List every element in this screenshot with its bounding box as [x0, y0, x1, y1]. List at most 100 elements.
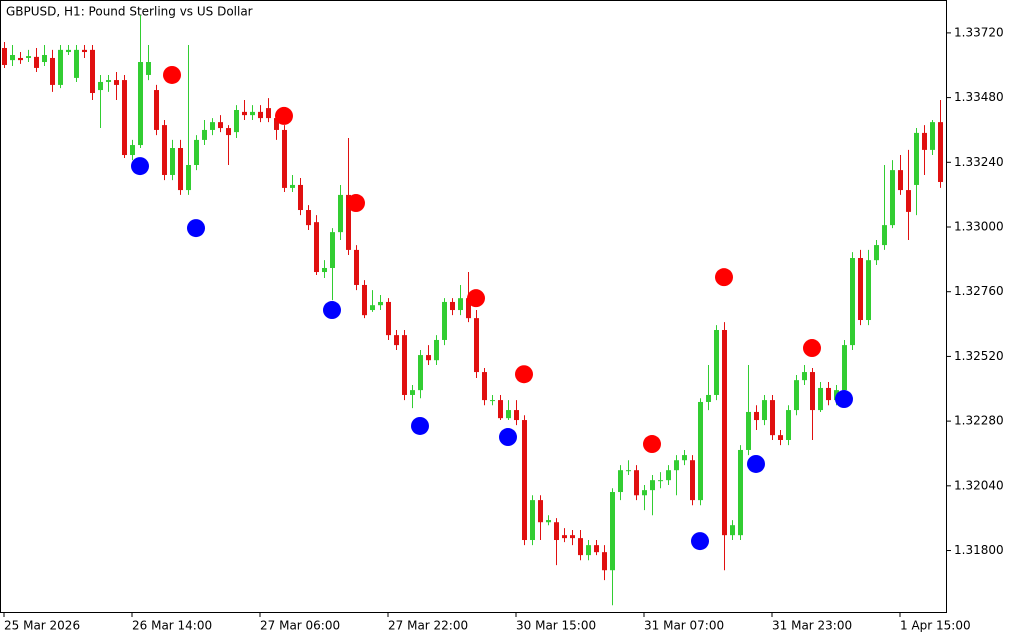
candle-body — [850, 258, 855, 346]
candle-body — [874, 245, 879, 261]
candle-body — [642, 490, 647, 496]
x-tick-label: 25 Mar 2026 — [4, 619, 80, 633]
candle-body — [906, 190, 911, 212]
candle-body — [826, 387, 831, 401]
candle-body — [898, 170, 903, 191]
candle-body — [34, 56, 39, 68]
x-tick-label: 30 Mar 15:00 — [516, 619, 596, 633]
candle-body — [74, 49, 79, 78]
y-tick-label: 1.32520 — [954, 349, 1004, 363]
candle-body — [258, 111, 263, 119]
y-tick-label: 1.33720 — [954, 25, 1004, 39]
candle-body — [10, 54, 15, 61]
signal-dot — [691, 532, 709, 551]
candle-body — [522, 420, 527, 541]
candle-body — [842, 345, 847, 391]
x-tick-label: 1 Apr 15:00 — [900, 619, 971, 633]
signal-dot — [835, 390, 853, 409]
candle-body — [170, 148, 175, 175]
candle-body — [882, 225, 887, 246]
candle-body — [674, 460, 679, 471]
candle-body — [226, 128, 231, 136]
candle-body — [202, 129, 207, 140]
candle-body — [498, 400, 503, 419]
signal-dot — [347, 194, 365, 213]
candle-body — [338, 194, 343, 233]
candle-body — [378, 301, 383, 306]
candle-body — [130, 145, 135, 156]
candle-body — [770, 400, 775, 436]
candle-body — [290, 184, 295, 188]
candle-body — [506, 410, 511, 419]
signal-dot — [323, 301, 341, 320]
signal-dot — [131, 157, 149, 176]
candle-body — [554, 522, 559, 541]
signal-dot — [515, 365, 533, 384]
candle-body — [298, 184, 303, 211]
candle-body — [594, 545, 599, 553]
candle-body — [914, 132, 919, 185]
signal-dot — [803, 339, 821, 358]
candle-body — [106, 80, 111, 82]
candle-body — [858, 258, 863, 321]
candle-body — [322, 267, 327, 273]
signal-dot — [411, 416, 429, 435]
candle-body — [706, 394, 711, 402]
candle-body — [114, 80, 119, 85]
candle-body — [602, 552, 607, 571]
signal-dot — [499, 428, 517, 447]
candle-body — [530, 500, 535, 541]
candle-body — [186, 164, 191, 191]
signal-dot — [643, 435, 661, 454]
candle-body — [426, 355, 431, 361]
candle-body — [714, 329, 719, 395]
candle-body — [690, 460, 695, 501]
y-tick-label: 1.33240 — [954, 155, 1004, 169]
candle-body — [18, 57, 23, 61]
candle-body — [682, 455, 687, 461]
candle-body — [354, 249, 359, 285]
candle-body — [658, 480, 663, 482]
candle-body — [218, 122, 223, 129]
candle-body — [330, 232, 335, 268]
y-tick-label: 1.32040 — [954, 478, 1004, 492]
candle-body — [282, 129, 287, 188]
candle-body — [418, 355, 423, 391]
signal-dot — [747, 454, 765, 473]
candle-body — [50, 57, 55, 85]
signal-dot — [467, 289, 485, 308]
x-tick-label: 26 Mar 14:00 — [132, 619, 212, 633]
candle-body — [890, 170, 895, 226]
candle-body — [634, 470, 639, 496]
candle-body — [434, 339, 439, 361]
signal-dot — [275, 106, 293, 125]
candle-body — [242, 111, 247, 116]
y-tick-label: 1.33000 — [954, 220, 1004, 234]
candle-body — [754, 411, 759, 421]
candle-body — [138, 62, 143, 146]
candle-body — [666, 470, 671, 481]
candle-body — [394, 335, 399, 346]
candle-body — [362, 284, 367, 316]
candle-body — [778, 435, 783, 440]
candle-body — [570, 535, 575, 539]
y-tick-label: 1.32760 — [954, 284, 1004, 298]
candle-body — [730, 525, 735, 536]
chart-title: GBPUSD, H1: Pound Sterling vs US Dollar — [6, 5, 253, 19]
candle-body — [514, 410, 519, 421]
x-tick-label: 31 Mar 23:00 — [772, 619, 852, 633]
candle-body — [698, 401, 703, 501]
candle-body — [818, 387, 823, 411]
candle-body — [306, 210, 311, 226]
candle-body — [162, 125, 167, 175]
candle-body — [794, 380, 799, 411]
candle-body — [578, 538, 583, 556]
candle-body — [250, 111, 255, 116]
candle-body — [482, 372, 487, 401]
candle-body — [810, 372, 815, 411]
candle-body — [738, 449, 743, 536]
candle-body — [626, 470, 631, 472]
candle-body — [154, 90, 159, 130]
candle-body — [194, 139, 199, 165]
candle-body — [762, 400, 767, 421]
